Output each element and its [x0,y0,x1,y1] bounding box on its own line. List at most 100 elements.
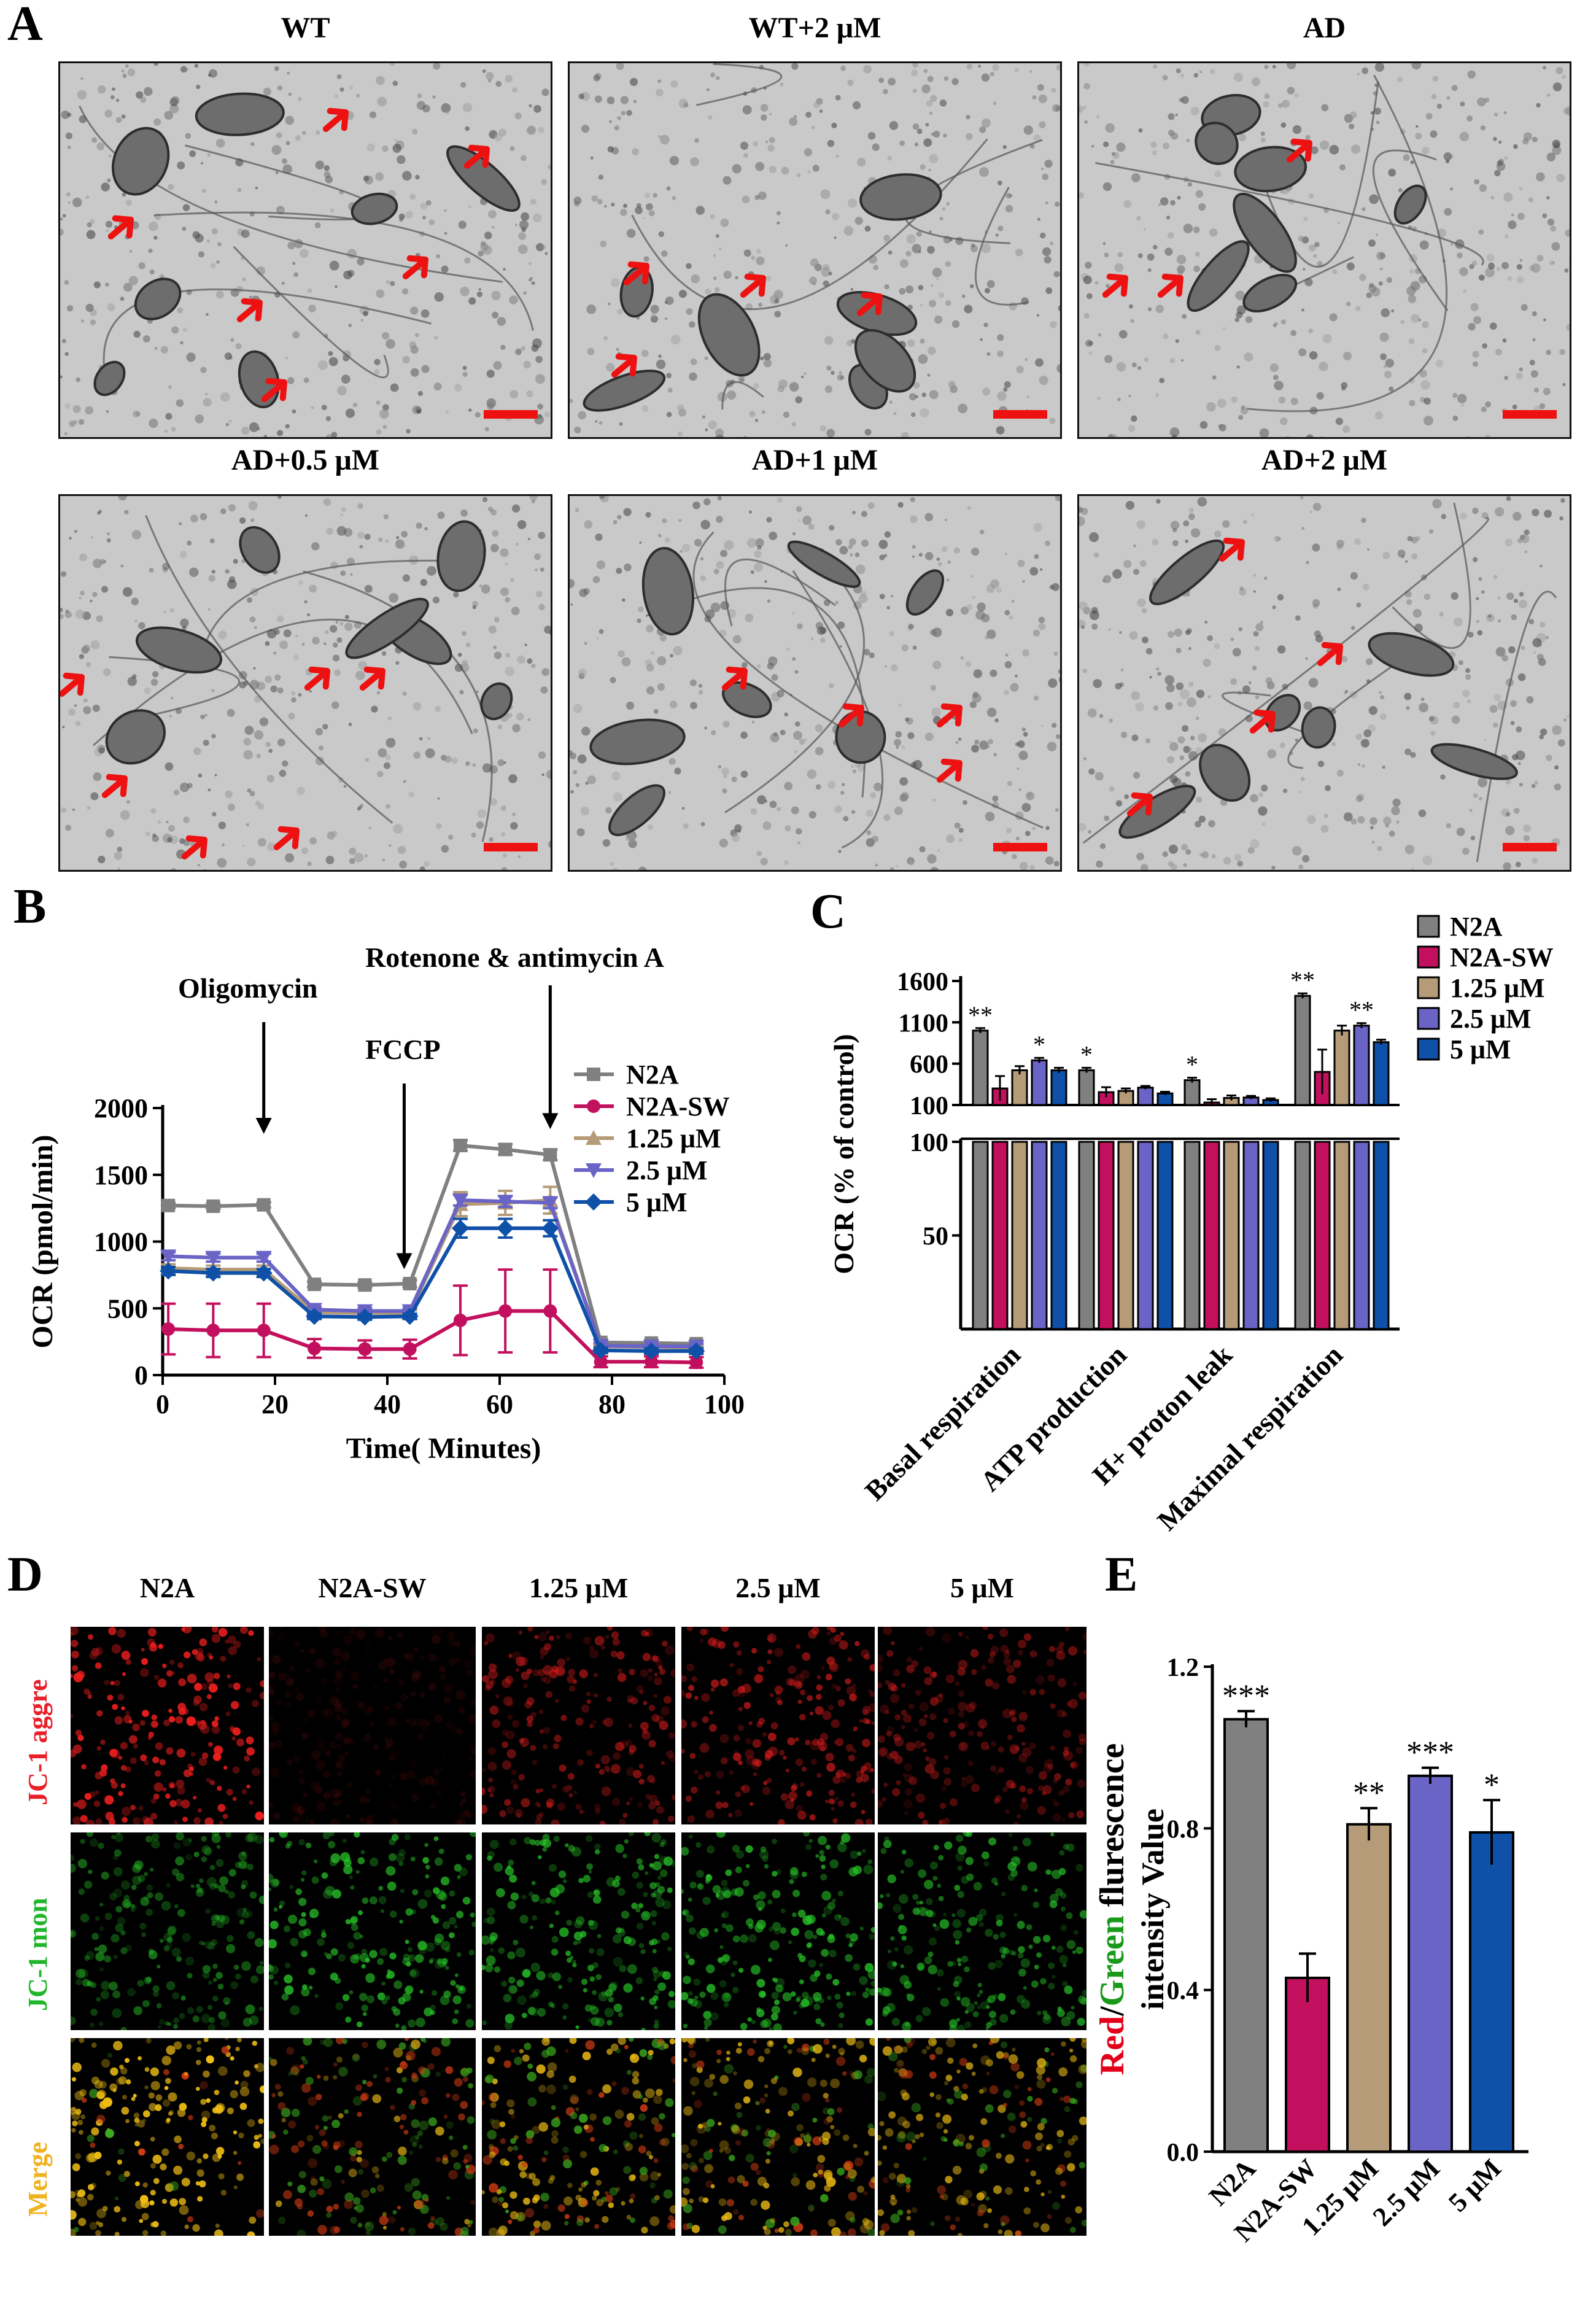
texture-speck [1308,678,1319,688]
texture-speck [121,114,126,119]
arrow-head [241,298,263,322]
texture-speck [1391,806,1400,815]
cell-spot [1013,1659,1021,1669]
texture-speck [1079,619,1086,628]
texture-speck [888,250,893,255]
cell-spot [433,1836,439,1842]
texture-speck [1485,401,1491,408]
cell-spot [748,1721,753,1726]
texture-speck [378,748,387,758]
cell-spot [487,1761,497,1771]
cell-spot [166,1670,173,1677]
cell-spot [681,1719,688,1729]
cell-spot [365,1973,375,1983]
cell-spot [628,1723,633,1728]
texture-speck [196,84,201,90]
cell-spot [414,1776,418,1780]
texture-speck [115,98,120,103]
cell-spot [380,1909,385,1913]
cell-spot [711,1640,716,1645]
texture-speck [908,624,914,630]
cell-spot [323,1889,333,1899]
texture-speck [74,704,77,707]
cell-spot [534,1839,541,1847]
texture-speck [105,829,115,838]
cell-spot [152,1756,160,1764]
cell-spot [317,1938,325,1946]
cell-spot [590,2004,595,2010]
texture-speck [658,231,664,238]
texture-speck [537,403,543,410]
texture-speck [1015,674,1018,678]
texture-speck [1320,436,1323,437]
cell-spot [187,1673,197,1684]
cell-spot [365,1818,373,1824]
cell-spot [643,1891,648,1898]
data-point [204,1264,222,1282]
cell-spot [722,1954,730,1963]
texture-speck [579,588,588,597]
cell-spot [335,1700,343,1708]
texture-speck [285,115,295,125]
texture-speck [501,867,508,870]
texture-speck [751,720,755,724]
texture-speck [1193,226,1200,233]
cell-spot [379,1948,388,1956]
texture-speck [1481,590,1485,594]
texture-speck [165,429,168,433]
cell-spot [487,1786,495,1793]
texture-speck [1272,64,1276,69]
texture-speck [1380,353,1387,360]
texture-speck [1497,619,1501,623]
texture-speck [796,506,802,513]
texture-speck [1472,361,1479,367]
texture-speck [639,541,642,544]
bar-lower [1031,1141,1048,1330]
texture-speck [857,158,866,167]
texture-speck [716,560,724,569]
cell-spot [489,1936,497,1942]
texture-speck [895,731,902,738]
texture-speck [835,600,839,605]
cell-spot [653,1970,661,1979]
texture-speck [487,506,494,512]
texture-speck [898,703,902,707]
texture-speck [784,712,788,717]
mitochondrion [1368,632,1455,677]
cell-spot [1009,1710,1015,1716]
bar-lower [1294,1141,1311,1330]
texture-speck [336,637,343,643]
texture-speck [986,280,995,289]
cell-spot [839,1640,848,1650]
cell-spot [863,1864,874,1875]
texture-speck [897,502,904,508]
cell-spot [685,1692,692,1699]
cell-spot [209,1882,217,1890]
texture-speck [1320,140,1330,150]
cell-spot [605,1635,610,1640]
cell-spot [720,1757,728,1765]
cell-spot [144,1895,149,1901]
cell-spot [140,1668,149,1677]
cell-spot [551,1899,556,1905]
texture-speck [1492,136,1497,141]
cell-spot [176,1956,182,1962]
texture-speck [237,188,242,192]
texture-speck [144,87,153,96]
cell-spot [395,2023,400,2028]
legend-label: N2A [626,1060,679,1090]
texture-speck [815,784,821,790]
cell-spot [565,1950,571,1956]
texture-speck [1543,318,1546,322]
texture-speck [363,175,370,182]
texture-speck [689,372,697,381]
cell-spot [856,1777,862,1783]
texture-speck [602,839,611,847]
texture-speck [506,712,513,718]
texture-speck [955,741,959,745]
texture-speck [984,287,990,294]
texture-speck [609,120,612,123]
cell-spot [949,1798,958,1807]
texture-speck [1251,77,1261,87]
texture-speck [755,161,765,171]
